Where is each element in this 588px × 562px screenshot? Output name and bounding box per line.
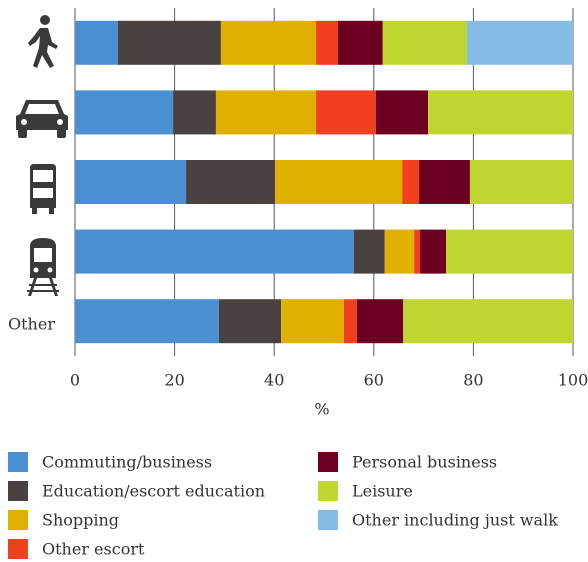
bar-segment [403,299,573,344]
legend-swatch [318,481,338,501]
x-axis-label: % [314,400,329,419]
bar-segment [316,90,376,135]
bar-segment [215,90,317,135]
bar-segment [275,160,403,204]
legend-swatch [318,510,338,530]
bar-segment [173,90,216,135]
legend-label: Other escort [42,540,145,559]
bar-segment [428,90,573,135]
bar-segment [420,229,447,274]
bar-segment [446,229,573,274]
legend-label: Commuting/business [42,453,212,472]
bar-segment [75,160,187,204]
bar-segment [117,20,221,65]
bar-segment [414,229,421,274]
legend-label: Education/escort education [42,482,265,501]
icon-car [16,100,68,138]
bar-segment [382,20,467,65]
legend-label: Shopping [42,511,119,530]
bar-segment [469,160,573,204]
legend-label: Leisure [352,482,413,501]
legend-swatch [8,539,28,559]
bar-segment [316,20,338,65]
x-tick-label: 40 [264,371,284,390]
bar-segment [384,229,415,274]
bar-segment [75,229,354,274]
x-tick-label: 100 [558,371,588,390]
bar-segment [343,299,357,344]
y-tick-label: Other [8,315,55,334]
bar-segment [186,160,276,204]
x-tick-label: 0 [70,371,80,390]
bar-segment [75,20,118,65]
icon-train [27,238,59,296]
legend-swatch [8,481,28,501]
bar-segment [337,20,383,65]
bar-segment [356,299,404,344]
bar-segment [218,299,282,344]
legend-swatch [8,510,28,530]
bar-segment [220,20,317,65]
bar-segment [75,90,174,135]
x-tick-label: 60 [364,371,384,390]
bar-segment [466,20,573,65]
x-tick-label: 80 [463,371,483,390]
icon-bus [30,164,56,214]
bar-segment [419,160,470,204]
bar-segment [75,299,219,344]
legend-swatch [8,452,28,472]
legend-label: Personal business [352,453,497,472]
legend-label: Other including just walk [352,511,558,530]
bar-segment [375,90,429,135]
x-tick-label: 20 [164,371,184,390]
bar-segment [281,299,344,344]
icon-walk [28,15,58,68]
bar-segment [402,160,420,204]
bar-segment [353,229,385,274]
legend-swatch [318,452,338,472]
